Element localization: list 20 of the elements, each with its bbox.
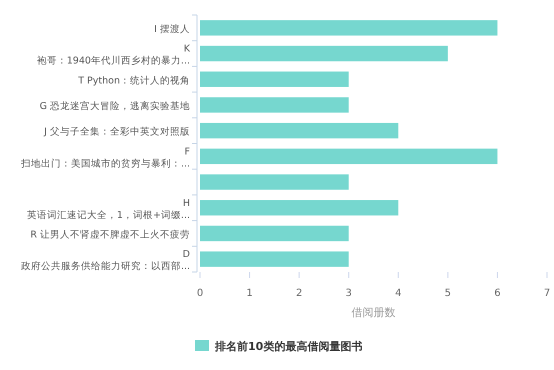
y-tick-label: K 袍哥：1940年代川西乡村的暴力... (36, 44, 191, 67)
plot: 0 1 2 3 4 5 6 7 借阅册数 I 摆渡人 K 袍哥：1940年代川西乡村的暴力... T Python：统计人的视角 G 恐龙迷宫大冒险，逃离实验基地 J 父与子全集：全彩中英文对照版 F 扫地出门：美国城市的贫穷与暴利：... H 英语词汇速记大全，1，词根+词缀... R 让男人不肾虚不脾虚不上火不疲劳 D 政府公共服务供给能力研究：以西部... (20, 14, 550, 319)
x-tick-label: 5 (444, 288, 452, 299)
y-tick-label: H 英语词汇速记大全，1，词根+词缀... (26, 198, 190, 221)
y-tick-label: G 恐龙迷宫大冒险，逃离实验基地 (40, 100, 190, 112)
y-tick-label: D 政府公共服务供给能力研究：以西部... (20, 249, 190, 272)
y-tick-label: F 扫地出门：美国城市的贫穷与暴利：... (20, 146, 190, 170)
x-axis-title: 借阅册数 (352, 306, 396, 319)
x-tick-label: 0 (196, 288, 204, 299)
y-tick-label: T Python：统计人的视角 (77, 74, 190, 86)
y-tick-label: R 让男人不肾虚不脾虚不上火不疲劳 (30, 228, 190, 240)
y-tick-label: J 父与子全集：全彩中英文对照版 (43, 126, 190, 138)
x-tick-label: 1 (246, 288, 253, 299)
x-tick-label: 6 (494, 288, 501, 299)
x-tick-label: 3 (346, 288, 352, 299)
legend: 排名前10类的最高借阅量图书 (195, 340, 362, 353)
x-tick-label: 2 (296, 288, 302, 299)
x-tick-label: 7 (544, 288, 550, 299)
x-tick-label: 4 (395, 288, 402, 299)
y-tick-label: I 摆渡人 (154, 22, 190, 35)
